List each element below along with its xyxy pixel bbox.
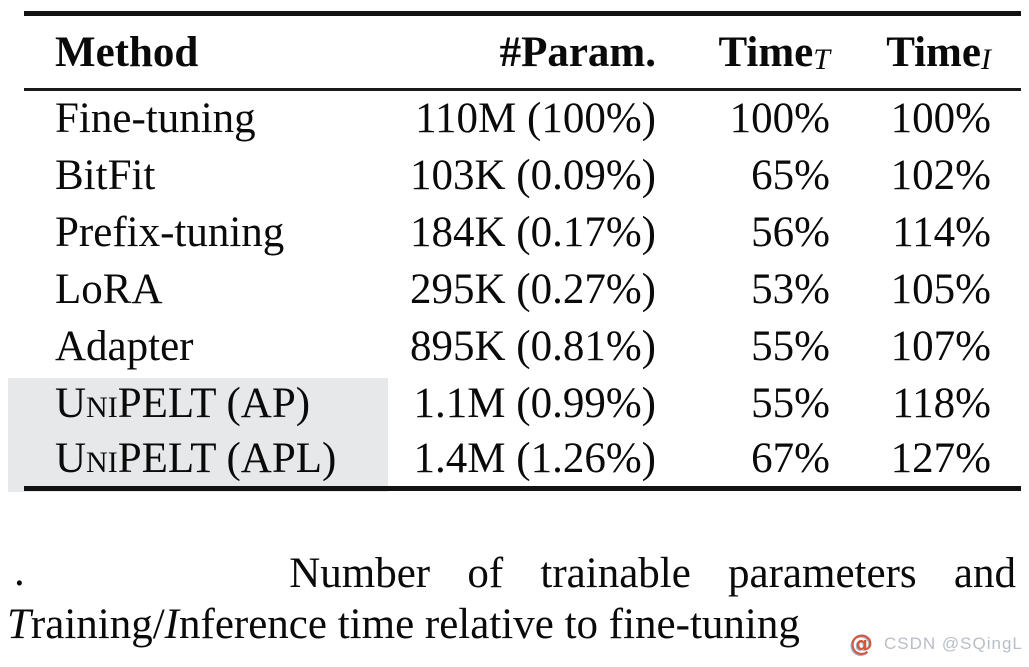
cell-time_t: 56% [751,208,830,256]
cell-time_i: 114% [892,208,991,256]
column-header-method: Method [24,13,364,91]
table-row: UniPELT (AP) 1.1M (0.99%) 55% 118% [24,375,1021,432]
table-row: Fine-tuning 110M (100%) 100% 100% [24,90,1021,147]
caption-indent-spacer [7,586,252,587]
caption-word: Number [289,550,431,597]
cell-param: 1.4M (1.26%) [413,435,656,483]
caption-italic-letter: T [7,601,31,648]
watermark-text: CSDN @SQingL [884,634,1023,653]
column-header-param: #Param. [364,13,664,91]
column-header-time_i: TimeI [830,13,1021,91]
column-header-time_t: TimeT [664,13,830,91]
caption-text: raining/ [30,601,165,648]
cell-time_t: 55% [751,322,830,370]
cell-param: 1.1M (0.99%) [413,379,656,427]
table-row: Adapter 895K (0.81%) 55% 107% [24,318,1021,375]
cell-time_t: 53% [751,265,830,313]
cell-param: 895K (0.81%) [409,322,656,370]
cell-time_i: 127% [890,435,991,483]
cell-param: 110M (100%) [415,95,656,143]
cell-method: Fine-tuning [55,95,256,143]
cell-time_i: 107% [890,322,991,370]
header-row: Method #Param. TimeT TimeI [24,13,1021,91]
cell-method: UniPELT (APL) [55,435,337,483]
table-row: LoRA 295K (0.27%) 53% 105% [24,261,1021,318]
table-row: Prefix-tuning 184K (0.17%) 56% 114% [24,204,1021,261]
results-table: Method #Param. TimeT TimeI Fine-tuning 110M … [24,11,1021,491]
cell-method: BitFit [55,151,156,199]
cell-time_t: 65% [751,151,830,199]
caption-word: of [467,550,504,597]
caption-line1: Number of trainable parameters and [7,549,1016,598]
table-row: BitFit 103K (0.09%) 65% 102% [24,147,1021,204]
cell-param: 295K (0.27%) [409,265,656,313]
table-row: UniPELT (APL) 1.4M (1.26%) 67% 127% [24,432,1021,489]
cell-method: Prefix-tuning [55,208,285,256]
cell-time_t: 100% [729,95,830,143]
stray-period: . [14,548,25,595]
cell-time_i: 102% [890,151,991,199]
caption-word: parameters [728,550,917,597]
caption-italic-letter: I [164,601,179,648]
caption-text: nference time relative to fine-tuning [179,601,800,648]
cell-time_i: 118% [892,379,991,427]
cell-param: 184K (0.17%) [409,208,656,256]
unipelt-rows-highlight [8,378,388,492]
cell-method: Adapter [55,322,194,370]
caption-word: and [953,550,1016,597]
watermark: @ CSDN @SQingL [850,629,1023,659]
caption-line2: Training/Inference time relative to fine… [7,600,800,649]
cell-time_t: 55% [751,379,830,427]
cell-method: LoRA [55,265,163,313]
column-header-subscript: T [813,42,830,77]
cell-param: 103K (0.09%) [409,151,656,199]
cell-time_i: 105% [890,265,991,313]
caption-word: trainable [540,550,691,597]
column-header-subscript: I [980,42,991,77]
cell-method: UniPELT (AP) [55,379,311,427]
cell-time_t: 67% [751,435,830,483]
cell-time_i: 100% [890,95,991,143]
csdn-logo-icon: @ [850,631,873,657]
